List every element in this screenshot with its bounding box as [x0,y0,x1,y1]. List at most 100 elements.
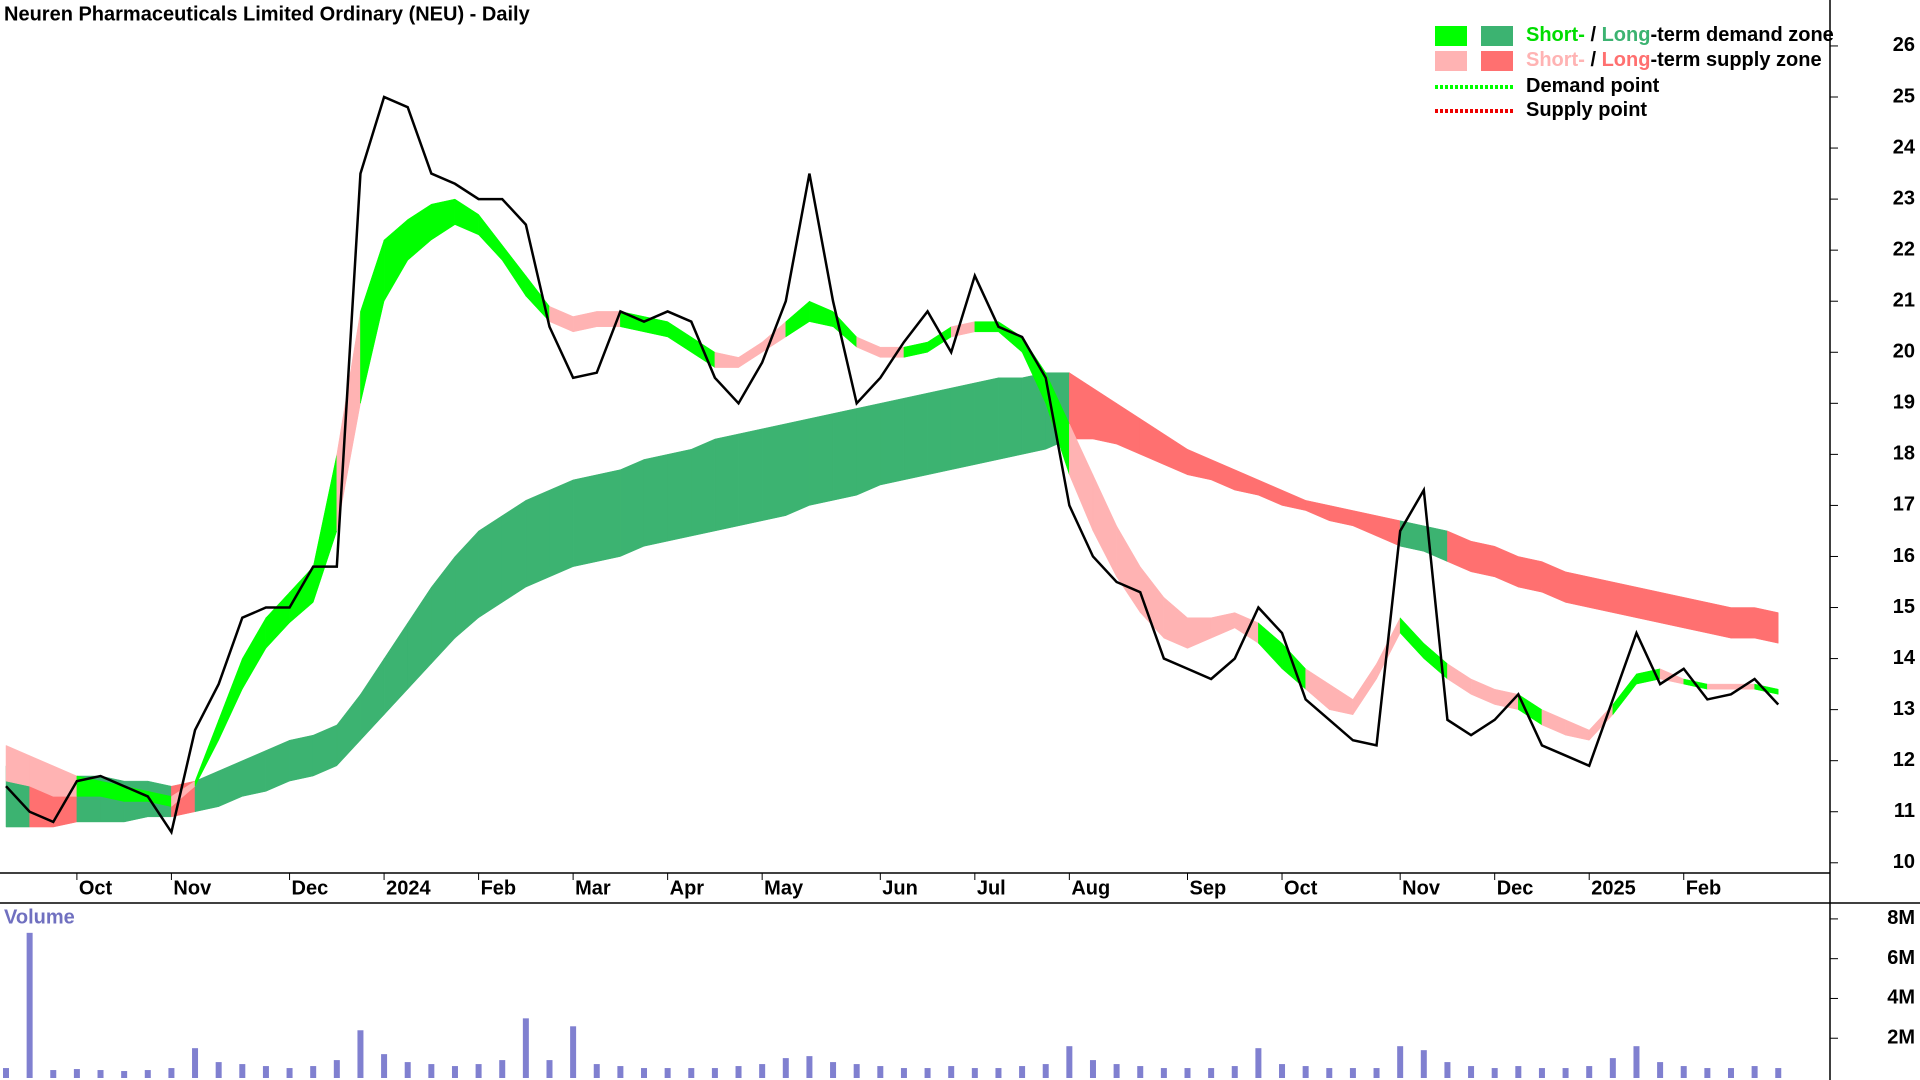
zone-segment [1470,678,1495,705]
zone-segment [1234,469,1259,496]
zone-segment [572,311,597,333]
zone-segment [1612,673,1637,716]
zone-segment [431,555,456,665]
zone-segment [1565,571,1590,608]
volume-bar [735,1066,742,1078]
volume-bar [381,1054,388,1078]
zone-segment [360,657,385,741]
legend-swatch [1481,51,1513,71]
x-tick-label: Oct [79,877,113,899]
volume-bar [759,1064,766,1078]
volume-bar [570,1026,577,1078]
legend-text: Supply point [1526,99,1647,121]
zone-segment [407,203,432,261]
zone-segment [1399,617,1425,660]
zone-segment [667,448,692,542]
legend-text: Short- [1526,49,1585,71]
zone-segment [336,693,361,767]
volume-bar [310,1066,317,1078]
y-tick-label: 6M [1887,947,1915,969]
volume-bar [1397,1046,1404,1078]
zone-segment [1447,530,1472,573]
zone-segment [572,474,597,567]
zone-segment [1139,418,1165,465]
zone-segment [454,198,479,236]
volume-bar [830,1062,837,1078]
y-tick-label: 2M [1887,1027,1915,1049]
volume-bar [1302,1066,1309,1078]
legend-label: Short- / Long-term supply zone [1526,49,1822,71]
volume-bar [782,1058,789,1078]
volume-bar [144,1070,151,1078]
legend-text: Demand point [1526,75,1660,97]
zone-segment [312,724,338,777]
volume-title: Volume [4,906,75,928]
zone-segment [1447,663,1472,695]
zone-segment [312,454,338,603]
zone-segment [1163,433,1188,476]
volume-bar [1231,1066,1238,1078]
zone-segment [1470,540,1495,578]
zone-segment [856,336,881,358]
zone-segment [809,300,834,328]
zone-segment [643,454,668,547]
x-tick-label: Nov [173,877,212,899]
volume-bar [900,1068,907,1078]
y-tick-label: 13 [1893,698,1915,720]
zone-segment [1612,581,1637,619]
zone-segment [360,239,385,404]
y-tick-label: 4M [1887,987,1915,1009]
y-tick-label: 10 [1893,851,1915,873]
zone-segment [1305,500,1330,522]
legend-label: Short- / Long-term demand zone [1526,24,1834,46]
y-tick-label: 22 [1893,238,1915,260]
zone-segment [1210,612,1236,639]
zone-segment [998,377,1023,460]
zone-segment [1494,545,1519,588]
x-tick-label: Jul [977,877,1006,899]
zone-segment [431,198,456,241]
volume-bar [1326,1068,1333,1078]
zone-segment [1163,596,1188,649]
zone-segment [1541,561,1566,603]
zone-segment [1116,402,1141,455]
zone-segment [1352,662,1377,716]
zone-segment [501,244,527,297]
zone-segment [903,341,928,358]
volume-bar [1420,1050,1427,1078]
zone-segment [1541,709,1566,736]
volume-bar [1137,1066,1144,1078]
volume-bar [475,1064,482,1078]
zone-segment [691,438,716,537]
volume-bar [1042,1064,1049,1078]
volume-bar [1089,1060,1096,1078]
zone-segment [549,305,574,333]
zone-segment [785,418,810,517]
zone-segment [1210,459,1236,491]
zone-segment [265,739,290,792]
zone-segment [1092,387,1117,445]
zone-segment [950,321,976,338]
volume-bar [1184,1068,1191,1078]
volume-bar [1538,1068,1545,1078]
chart-title: Neuren Pharmaceuticals Limited Ordinary … [4,3,531,25]
zone-segment [927,387,952,476]
zone-segment [525,489,550,588]
price-line [5,95,1780,836]
volume-bar [215,1062,222,1078]
zone-segment [667,321,692,353]
volume-bar [26,932,33,1078]
y-tick-label: 25 [1893,85,1915,107]
volume-bar [1349,1068,1356,1078]
volume-bar [995,1068,1002,1078]
volume-bar [688,1068,695,1078]
volume-bar [1704,1068,1711,1078]
x-tick-label: Dec [1497,877,1534,899]
volume-bar [3,1068,9,1078]
legend-text: / [1585,49,1602,71]
zone-segment [383,218,408,303]
volume-bar [1019,1066,1026,1078]
y-tick-label: 16 [1893,545,1915,567]
zone-segment [785,300,810,338]
